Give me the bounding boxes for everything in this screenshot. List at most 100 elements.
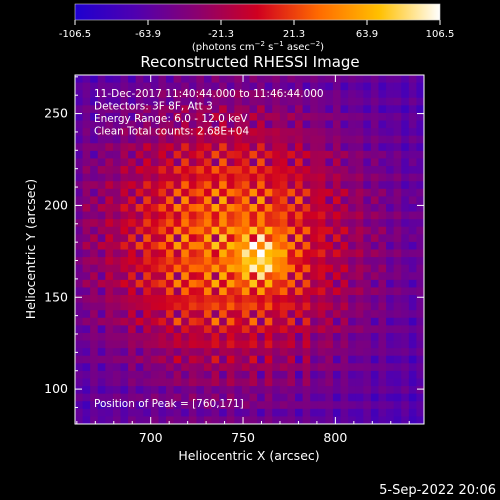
heatmap-cell	[150, 348, 160, 357]
heatmap-cell	[332, 158, 342, 167]
heatmap-cell	[112, 112, 122, 122]
heatmap-cell	[173, 310, 182, 319]
heatmap-cell	[272, 234, 281, 243]
heatmap-cell	[302, 90, 311, 99]
heatmap-cell	[120, 257, 129, 266]
heatmap-cell	[173, 378, 182, 387]
heatmap-cell	[295, 90, 304, 99]
heatmap-cell	[332, 82, 342, 91]
heatmap-cell	[310, 287, 319, 296]
heatmap-cell	[234, 105, 243, 114]
heatmap-cell	[249, 226, 258, 235]
heatmap-cell	[128, 196, 137, 205]
heatmap-cell	[310, 234, 319, 243]
heatmap-cell	[211, 279, 220, 289]
heatmap-cell	[355, 302, 364, 311]
colorbar-tick-label: -63.9	[135, 29, 161, 40]
heatmap-cell	[249, 82, 258, 91]
heatmap-cell	[150, 166, 160, 175]
heatmap-cell	[128, 120, 137, 129]
heatmap-cell	[279, 105, 289, 114]
heatmap-cell	[363, 219, 372, 228]
heatmap-cell	[82, 203, 91, 213]
heatmap-cell	[135, 386, 144, 395]
heatmap-cell	[378, 408, 387, 418]
heatmap-cell	[340, 97, 349, 106]
heatmap-cell	[150, 90, 160, 99]
heatmap-cell	[310, 241, 319, 251]
heatmap-cell	[173, 272, 182, 281]
heatmap-cell	[105, 279, 114, 289]
heatmap-cell	[317, 181, 326, 190]
heatmap-cell	[226, 317, 235, 326]
heatmap-cell	[363, 416, 372, 424]
heatmap-cell	[370, 188, 380, 197]
heatmap-cell	[355, 158, 364, 167]
heatmap-cell	[75, 211, 84, 220]
heatmap-cell	[363, 90, 372, 99]
heatmap-cell	[135, 90, 144, 99]
heatmap-cell	[173, 295, 182, 304]
heatmap-cell	[112, 264, 122, 273]
heatmap-cell	[264, 90, 273, 99]
heatmap-cell	[143, 363, 152, 372]
heatmap-cell	[370, 317, 380, 326]
heatmap-cell	[370, 82, 380, 91]
heatmap-cell	[188, 287, 197, 296]
heatmap-cell	[234, 226, 243, 235]
heatmap-cell	[166, 211, 175, 220]
heatmap-cell	[188, 408, 197, 418]
heatmap-cell	[166, 105, 175, 114]
heatmap-cell	[317, 393, 326, 402]
heatmap-cell	[234, 128, 243, 137]
heatmap-cell	[112, 173, 122, 182]
heatmap-cell	[264, 287, 273, 296]
heatmap-cell	[120, 135, 129, 144]
heatmap-cell	[340, 257, 349, 266]
heatmap-cell	[348, 295, 357, 304]
x-axis-ticks: 700 750 800	[76, 75, 410, 445]
heatmap-cell	[310, 378, 319, 387]
heatmap-cell	[143, 188, 152, 197]
heatmap-cell	[82, 97, 91, 106]
heatmap-cell	[219, 370, 228, 380]
heatmap-cell	[241, 393, 251, 402]
heatmap-cell	[325, 234, 334, 243]
heatmap-cell	[378, 241, 387, 251]
heatmap-cell	[287, 332, 296, 342]
heatmap-cell	[355, 249, 364, 258]
heatmap-cell	[310, 112, 319, 122]
heatmap-cell	[188, 332, 197, 342]
heatmap-cell	[287, 401, 296, 410]
heatmap-cell	[332, 173, 342, 182]
heatmap-cell	[211, 249, 220, 258]
heatmap-cell	[287, 188, 296, 197]
heatmap-cell	[302, 287, 311, 296]
heatmap-cell	[90, 317, 99, 326]
heatmap-cell	[203, 325, 213, 334]
heatmap-cell	[355, 287, 364, 296]
heatmap-cell	[188, 234, 197, 243]
heatmap-cell	[302, 203, 311, 213]
heatmap-cell	[272, 363, 281, 372]
heatmap-cell	[196, 120, 205, 129]
heatmap-cell	[317, 203, 326, 213]
heatmap-cell	[310, 370, 319, 380]
heatmap-cell	[401, 348, 410, 357]
heatmap-cell	[105, 363, 114, 372]
heatmap-cell	[416, 173, 424, 182]
heatmap-cell	[279, 158, 289, 167]
heatmap-cell	[310, 219, 319, 228]
heatmap-cell	[401, 310, 410, 319]
heatmap-cell	[143, 90, 152, 99]
heatmap-cell	[105, 75, 114, 84]
heatmap-cell	[181, 211, 190, 220]
heatmap-cell	[166, 120, 175, 129]
heatmap-cell	[181, 393, 190, 402]
heatmap-cell	[181, 401, 190, 410]
heatmap-cell	[416, 363, 424, 372]
heatmap-cell	[287, 340, 296, 349]
heatmap-cell	[317, 173, 326, 182]
heatmap-cell	[287, 234, 296, 243]
heatmap-cell	[317, 272, 326, 281]
